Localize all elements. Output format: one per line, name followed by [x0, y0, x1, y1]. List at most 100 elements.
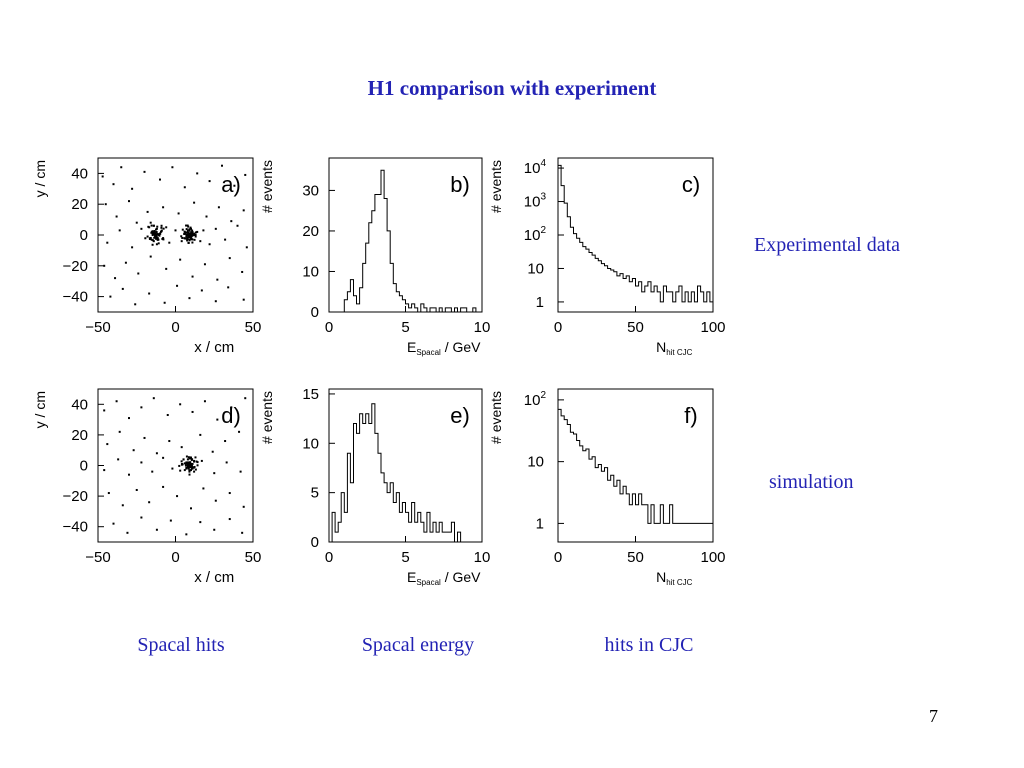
- scatter-point: [126, 531, 129, 534]
- scatter-point: [183, 469, 186, 472]
- y-tick-label: 40: [71, 396, 88, 413]
- scatter-point: [124, 261, 127, 264]
- scatter-point: [160, 230, 163, 233]
- scatter-point: [162, 227, 165, 230]
- panel-f: f) 0 50 100 1 10 102 Nhit CJC # events: [488, 388, 726, 587]
- scatter-point: [245, 246, 248, 249]
- scatter-point: [132, 449, 135, 452]
- x-tick-label: 10: [474, 549, 491, 566]
- y-tick-label: 10: [302, 435, 319, 452]
- scatter-point: [176, 284, 179, 287]
- scatter-point: [184, 232, 187, 235]
- scatter-point: [156, 237, 159, 240]
- scatter-point: [186, 236, 189, 239]
- panel-letter: f): [684, 403, 697, 428]
- scatter-point: [162, 238, 165, 241]
- scatter-point: [225, 461, 228, 464]
- x-tick-label: 100: [700, 319, 725, 336]
- label-simulation: simulation: [769, 471, 854, 493]
- scatter-point: [140, 516, 143, 519]
- scatter-point: [179, 403, 182, 406]
- scatter-point: [144, 237, 147, 240]
- scatter-point: [147, 225, 150, 228]
- scatter-point: [194, 456, 197, 459]
- scatter-point: [196, 461, 199, 464]
- scatter-point: [187, 467, 190, 470]
- scatter-point: [176, 495, 179, 498]
- scatter-point: [156, 233, 159, 236]
- scatter-point: [190, 234, 193, 237]
- scatter-point: [196, 230, 199, 233]
- scatter-point: [200, 459, 203, 462]
- scatter-point: [137, 272, 140, 275]
- scatter-point: [189, 465, 192, 468]
- scatter-point: [191, 232, 194, 235]
- scatter-point: [216, 418, 219, 421]
- scatter-point: [112, 522, 115, 525]
- scatter-point: [191, 229, 194, 232]
- scatter-point: [224, 238, 227, 241]
- scatter-point: [188, 473, 191, 476]
- scatter-point: [149, 221, 152, 224]
- scatter-point: [190, 231, 193, 234]
- scatter-point: [187, 225, 190, 228]
- footer-label-spacal-energy: Spacal energy: [361, 634, 475, 656]
- scatter-point: [135, 221, 138, 224]
- scatter-point: [155, 452, 158, 455]
- scatter-point: [150, 238, 153, 241]
- scatter-point: [152, 224, 155, 227]
- scatter-point: [151, 243, 154, 246]
- x-tick-label: 0: [554, 319, 562, 336]
- scatter-point: [186, 239, 189, 242]
- scatter-point: [191, 410, 194, 413]
- scatter-point: [169, 519, 172, 522]
- x-tick-label: 50: [245, 319, 262, 336]
- scatter-point: [140, 227, 143, 230]
- scatter-point: [190, 458, 193, 461]
- scatter-point: [156, 238, 159, 241]
- scatter-point: [213, 472, 216, 475]
- scatter-point: [115, 215, 118, 218]
- scatter-point: [194, 231, 197, 234]
- scatter-point: [194, 233, 197, 236]
- scatter-point: [185, 462, 188, 465]
- scatter-point: [242, 209, 245, 212]
- x-tick-label: 0: [171, 549, 179, 566]
- scatter-point: [107, 492, 110, 495]
- x-tick-label: 0: [171, 319, 179, 336]
- scatter-point: [186, 224, 189, 227]
- scatter-point: [213, 528, 216, 531]
- scatter-point: [188, 470, 191, 473]
- scatter-point: [153, 236, 156, 239]
- y-tick-label: 10: [302, 263, 319, 280]
- y-axis-label: y / cm: [32, 160, 48, 197]
- scatter-point: [180, 463, 183, 466]
- scatter-point: [188, 228, 191, 231]
- scatter-point: [180, 446, 183, 449]
- scatter-point: [185, 455, 188, 458]
- scatter-point: [162, 456, 165, 459]
- histogram-series: [329, 403, 482, 543]
- scatter-point: [166, 414, 169, 417]
- scatter-point: [150, 224, 153, 227]
- y-tick-label: 0: [311, 534, 319, 551]
- footer-label-spacal-hits: Spacal hits: [137, 634, 225, 656]
- scatter-point: [162, 485, 165, 488]
- scatter-point: [199, 521, 202, 524]
- y-tick-label: −40: [63, 289, 88, 306]
- scatter-point: [214, 300, 217, 303]
- scatter-point: [214, 499, 217, 502]
- scatter-point: [189, 226, 192, 229]
- scatter-point: [120, 166, 123, 169]
- scatter-point: [217, 206, 220, 209]
- x-axis-label: x / cm: [194, 569, 234, 586]
- scatter-point: [188, 464, 191, 467]
- scatter-point: [203, 400, 206, 403]
- scatter-point: [180, 460, 183, 463]
- scatter-point: [183, 230, 186, 233]
- scatter-point: [157, 242, 160, 245]
- panel-letter: d): [221, 403, 241, 428]
- scatter-point: [230, 220, 233, 223]
- scatter-point: [106, 241, 109, 244]
- scatter-point: [109, 295, 112, 298]
